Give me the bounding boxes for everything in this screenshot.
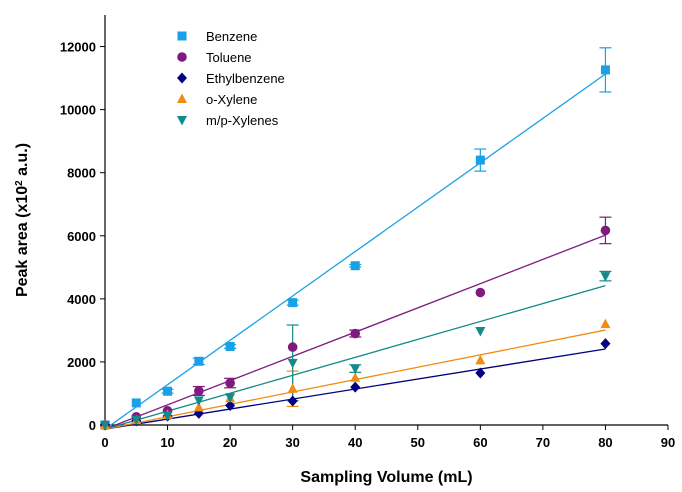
series-5-fit-line [104,284,606,430]
series-2-point [194,386,204,396]
series-3-point [475,367,486,379]
series-4-point [350,372,361,382]
y-tick-label: 6000 [67,229,96,244]
axes: 0 10 20 30 40 50 60 70 80 90 0 2000 4000 6000 8000 1000… [60,15,675,450]
series-1-point [350,261,360,271]
series-2-point [600,225,611,236]
y-tick-label: 0 [89,418,96,433]
y-axis-title: Peak area (x102 a.u.) [14,143,32,297]
series-4-point [193,401,204,412]
legend-label-5: m/p-Xylenes [206,113,279,128]
series-1-point [225,341,235,351]
legend-marker-5 [177,116,187,126]
series-3-point [225,399,236,411]
series-1-point [600,65,610,75]
x-tick-label: 50 [411,435,425,450]
legend-label-1: Benzene [206,29,257,44]
x-tick-label: 0 [101,435,108,450]
series-5-point [162,411,173,422]
y-axis-title-suffix: a.u.) [14,143,31,180]
series-2-point [350,328,361,339]
series-3-point [287,395,298,407]
legend-marker-3 [177,72,187,84]
series-4-point [475,354,486,365]
series-5-point [600,272,611,282]
series-1-point [194,356,204,366]
series-4-point [287,383,298,393]
series-5-point [287,358,298,369]
x-tick-label: 10 [160,435,174,450]
series-1-point [475,155,485,165]
y-tick-label: 12000 [60,40,96,55]
series-5-point [193,396,204,406]
x-tick-label: 40 [348,435,362,450]
data-points [100,65,611,431]
series-5-point [350,364,361,375]
y-tick-label: 2000 [67,355,96,370]
x-tick-label: 30 [285,435,299,450]
series-5-point [131,415,142,426]
x-axis-title: Sampling Volume (mL) [300,469,472,486]
legend-marker-1 [177,31,187,41]
y-axis-title-prefix: Peak area (x10 [14,186,31,297]
series-3-point [350,381,361,393]
series-4-point [600,318,611,329]
series-2-point [287,342,298,352]
legend-label-2: Toluene [206,50,252,65]
series-2-point [475,287,486,298]
legend-marker-2 [177,52,187,62]
series-5-point [475,327,486,337]
legend-label-4: o-Xylene [206,92,257,107]
series-3-point [600,338,611,350]
x-tick-label: 90 [661,435,675,450]
legend-label-3: Ethylbenzene [206,71,285,86]
series-1-fit-line [104,73,606,430]
series-1-point [131,398,141,408]
x-tick-label: 80 [598,435,612,450]
legend-marker-4 [177,93,187,103]
y-tick-label: 10000 [60,103,96,118]
x-tick-label: 20 [223,435,237,450]
series-5-point [225,393,236,403]
series-5-point [100,421,110,431]
series-1-point [288,298,298,308]
y-axis-title-superscript: 2 [14,180,25,186]
series-1-point [163,386,173,396]
y-tick-label: 8000 [67,166,96,181]
y-tick-label: 4000 [67,292,96,307]
series-2-point [225,378,235,388]
legend: Benzene Toluene Ethylbenzene o-Xylene m/p-Xy… [177,29,285,128]
x-tick-label: 70 [536,435,550,450]
x-tick-label: 60 [473,435,487,450]
